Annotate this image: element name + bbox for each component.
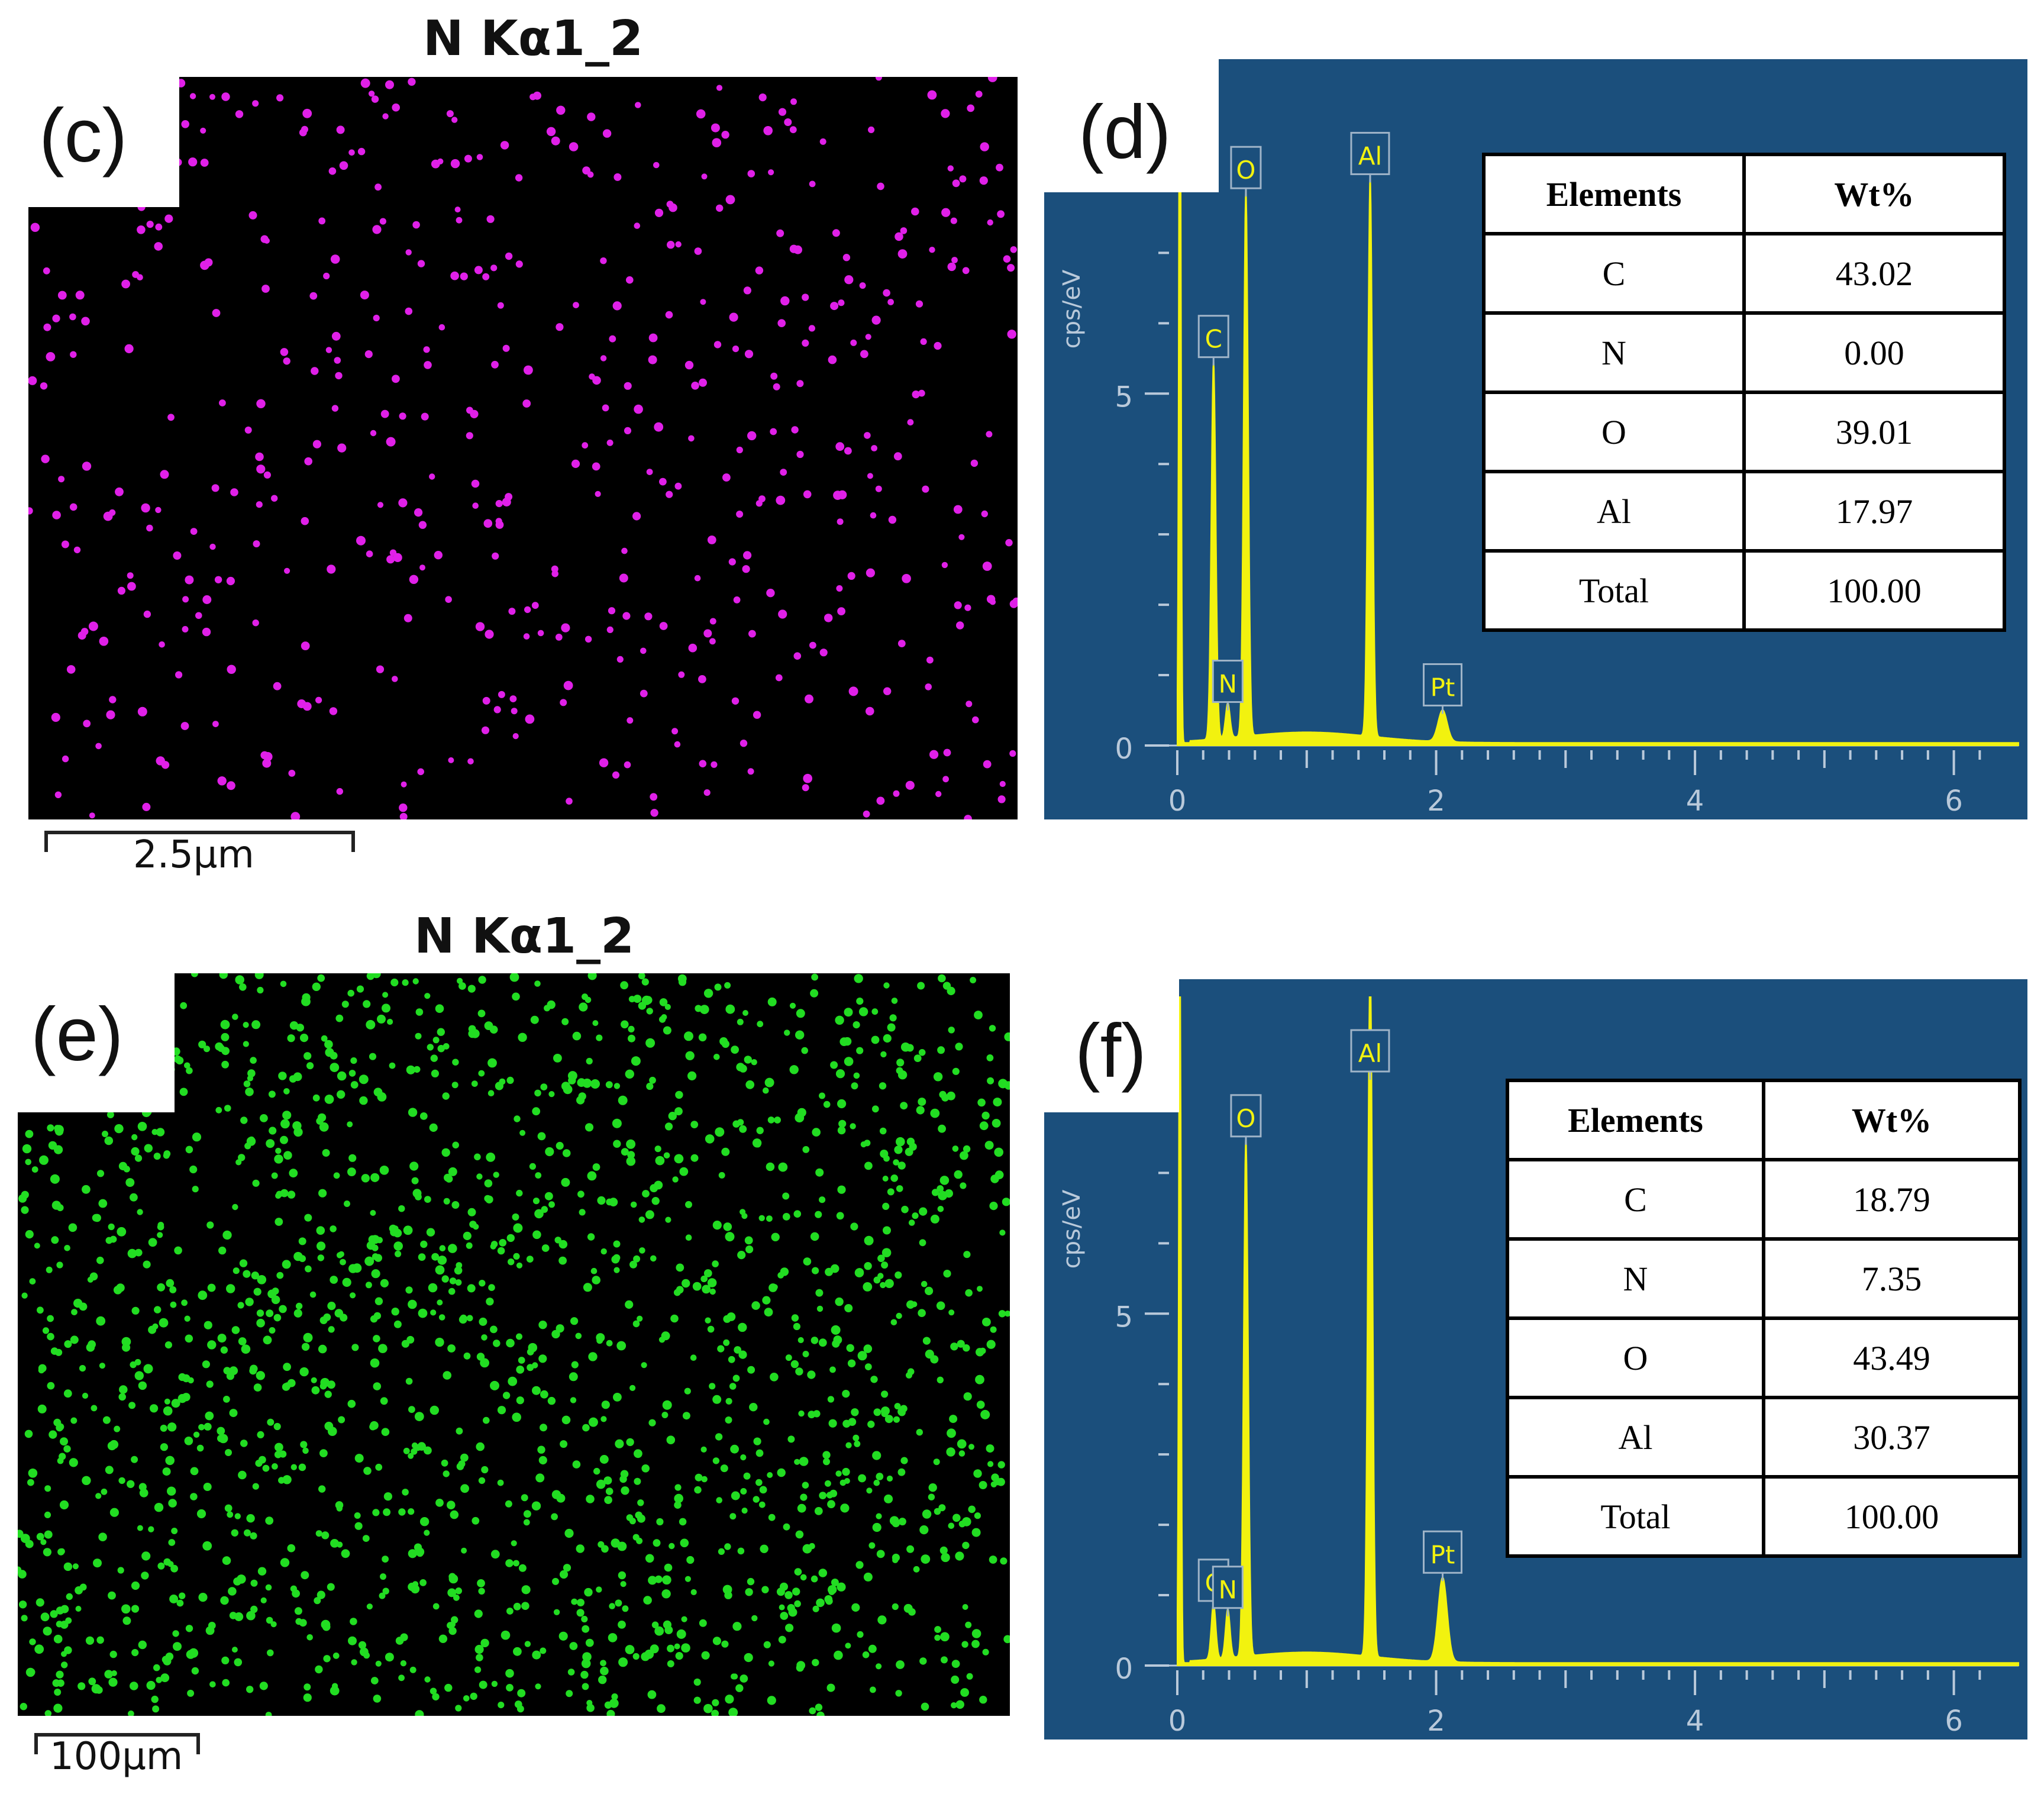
peak-label: O (1230, 1094, 1262, 1145)
x-tick-label: 6 (1945, 1705, 1963, 1738)
peak-label: C (1197, 315, 1229, 366)
map-c-scalebar-label: 2.5μm (133, 833, 254, 877)
table-row: C 18.79 (1506, 1158, 2022, 1241)
table-cell-wt: 100.00 (1762, 1475, 2022, 1558)
y-axis-label: cps/eV (1058, 269, 1086, 348)
x-tick-label: 2 (1427, 1705, 1445, 1738)
y-axis-label: cps/eV (1058, 1189, 1086, 1269)
table-cell-element: C (1506, 1158, 1765, 1241)
x-tick-label: 2 (1427, 785, 1445, 818)
table-cell-element: N (1506, 1237, 1765, 1320)
y-tick-label: 0 (1115, 732, 1133, 766)
table-cell-wt: 18.79 (1762, 1158, 2022, 1241)
map-c-scalebar (44, 828, 355, 852)
eds-table-f: Elements Wt% C 18.79 N 7.35 O 43.49 Al 3… (1506, 1079, 2022, 1558)
table-cell-element: O (1482, 391, 1746, 473)
y-tick-label: 0 (1115, 1653, 1133, 1686)
table-cell-element: Total (1482, 549, 1746, 632)
table-cell-wt: 17.97 (1742, 470, 2006, 553)
map-e-elemental-map (18, 973, 1010, 1716)
peak-label: Pt (1422, 663, 1462, 714)
peak-label: Al (1350, 131, 1390, 183)
panel-c-letter: (c) (28, 77, 179, 207)
table-cell-wt: 43.02 (1742, 232, 2006, 315)
peak-label: O (1230, 146, 1262, 197)
table-row: O 39.01 (1482, 391, 2006, 473)
table-cell-wt: 39.01 (1742, 391, 2006, 473)
peak-label: Pt (1422, 1530, 1462, 1582)
table-row: Al 30.37 (1506, 1396, 2022, 1479)
x-tick-label: 0 (1168, 785, 1187, 818)
table-row: N 7.35 (1506, 1237, 2022, 1320)
map-dots (28, 77, 1018, 819)
y-tick-label: 5 (1115, 380, 1133, 414)
table-cell-wt: 100.00 (1742, 549, 2006, 632)
x-tick-label: 6 (1945, 785, 1963, 818)
table-cell-element: O (1506, 1316, 1765, 1399)
panel-e-letter: (e) (18, 973, 175, 1112)
table-cell-element: C (1482, 232, 1746, 315)
svg-text:Al: Al (1358, 141, 1382, 170)
table-row: O 43.49 (1506, 1316, 2022, 1399)
table-cell-element: N (1482, 311, 1746, 394)
table-cell-wt: 0.00 (1742, 311, 2006, 394)
x-tick-label: 4 (1686, 785, 1704, 818)
spectrum-trace (1177, 76, 2019, 746)
map-e-scalebar (34, 1731, 200, 1754)
eds-table-d: Elements Wt% C 43.02 N 0.00 O 39.01 Al 1… (1482, 153, 2006, 632)
map-c-title: N Kα1_2 (423, 11, 644, 67)
table-header-wt: Wt% (1742, 153, 2006, 235)
svg-text:Pt: Pt (1431, 1540, 1455, 1569)
table-row: Al 17.97 (1482, 470, 2006, 553)
table-row: Total 100.00 (1482, 549, 2006, 632)
svg-text:N: N (1219, 670, 1237, 699)
table-row: Total 100.00 (1506, 1475, 2022, 1558)
svg-text:N: N (1219, 1576, 1237, 1605)
table-cell-wt: 43.49 (1762, 1316, 2022, 1399)
panel-f-letter: (f) (1044, 979, 1179, 1112)
table-cell-element: Al (1506, 1396, 1765, 1479)
table-cell-element: Total (1506, 1475, 1765, 1558)
x-tick-label: 4 (1686, 1705, 1704, 1738)
map-c-elemental-map (28, 77, 1018, 819)
spectrum-trace (1177, 996, 2019, 1666)
svg-text:O: O (1236, 1104, 1255, 1133)
map-dots (18, 973, 1010, 1716)
table-header-wt: Wt% (1762, 1079, 2022, 1161)
table-header-elements: Elements (1482, 153, 1746, 235)
table-cell-wt: 7.35 (1762, 1237, 2022, 1320)
table-header-elements: Elements (1506, 1079, 1765, 1161)
table-row: N 0.00 (1482, 311, 2006, 394)
peak-label: N (1212, 660, 1244, 711)
y-tick-label: 5 (1115, 1300, 1133, 1334)
peak-label: Al (1350, 1029, 1390, 1080)
panel-d-letter: (d) (1044, 59, 1219, 192)
table-header-row: Elements Wt% (1506, 1079, 2022, 1161)
x-tick-label: 0 (1168, 1705, 1187, 1738)
svg-text:C: C (1205, 325, 1222, 354)
table-cell-wt: 30.37 (1762, 1396, 2022, 1479)
svg-text:Pt: Pt (1431, 673, 1455, 702)
svg-text:Al: Al (1358, 1039, 1382, 1068)
table-row: C 43.02 (1482, 232, 2006, 315)
table-cell-element: Al (1482, 470, 1746, 553)
table-header-row: Elements Wt% (1482, 153, 2006, 235)
map-e-scalebar-label: 100μm (50, 1735, 183, 1779)
map-e-title: N Kα1_2 (414, 908, 635, 964)
svg-text:O: O (1236, 156, 1255, 185)
peak-label: N (1212, 1566, 1244, 1616)
